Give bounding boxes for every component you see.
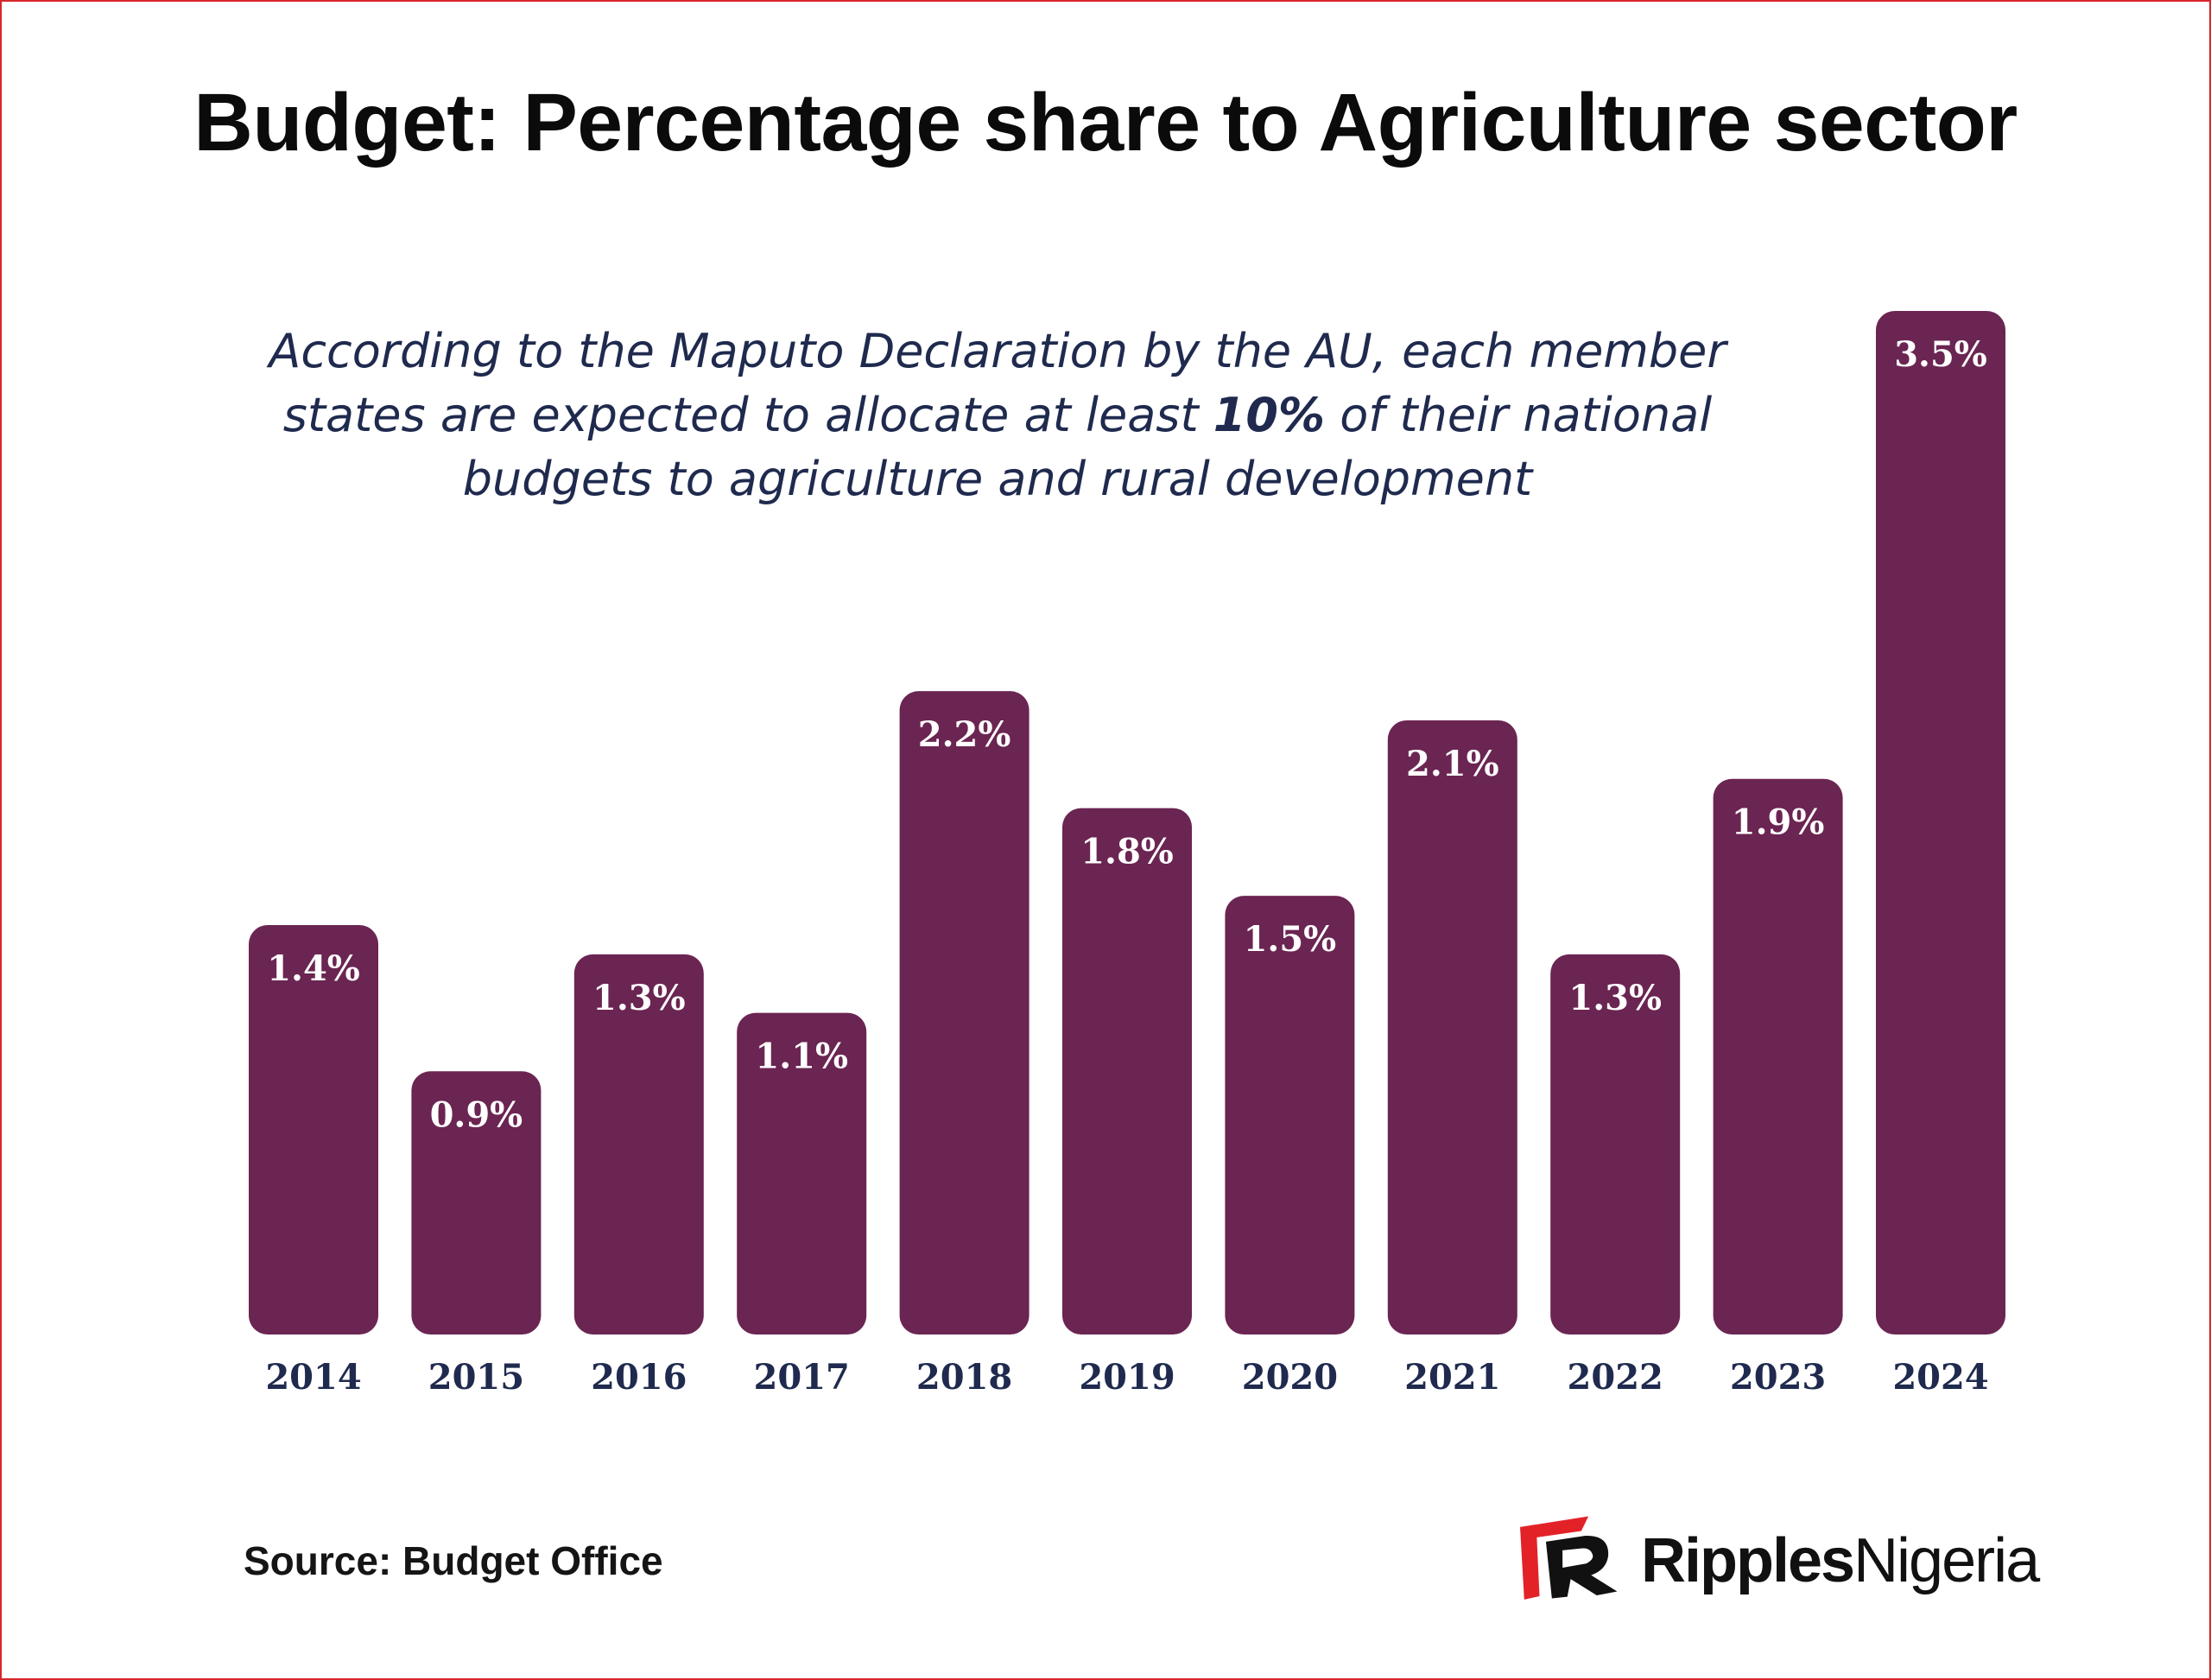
logo-red-shape	[1520, 1516, 1589, 1600]
bar-2018	[899, 691, 1029, 1334]
bar-2016	[573, 954, 704, 1334]
bar-value-label: 1.1%	[755, 1037, 848, 1077]
bar-value-label: 1.3%	[592, 978, 686, 1018]
bar-value-label: 0.9%	[430, 1094, 523, 1135]
x-tick-label: 2016	[591, 1357, 687, 1398]
maputo-annotation: According to the Maputo Declaration by t…	[199, 320, 1796, 511]
bar-2020	[1225, 896, 1355, 1334]
bar-value-label: 1.4%	[267, 948, 360, 989]
bar-value-label: 1.3%	[1568, 978, 1662, 1018]
ripples-nigeria-logo: RipplesNigeria	[1510, 1510, 2080, 1605]
bar-2022	[1550, 954, 1681, 1334]
brand-name-regular: Nigeria	[1853, 1526, 2040, 1595]
annotation-text-after: of their national budgets to agriculture…	[462, 388, 1713, 506]
bar-2019	[1062, 808, 1192, 1334]
x-tick-label: 2022	[1568, 1357, 1663, 1398]
bar-2024	[1876, 311, 2005, 1334]
x-tick-label: 2023	[1730, 1357, 1826, 1398]
bar-value-label: 3.5%	[1894, 334, 1987, 375]
bar-2023	[1713, 778, 1843, 1334]
bar-2015	[411, 1071, 542, 1334]
brand-name-bold: Ripples	[1641, 1526, 1855, 1595]
bar-value-label: 1.8%	[1080, 832, 1174, 872]
bar-2021	[1387, 720, 1517, 1334]
x-tick-label: 2015	[428, 1357, 524, 1398]
brand-wordmark: RipplesNigeria	[1641, 1525, 2040, 1596]
x-tick-label: 2017	[754, 1357, 850, 1398]
annotation-highlight: 10%	[1213, 388, 1326, 442]
bar-2014	[249, 925, 378, 1334]
annotation-text-before: According to the Maputo Declaration by t…	[269, 324, 1726, 442]
x-tick-label: 2014	[265, 1357, 361, 1398]
x-tick-label: 2024	[1892, 1357, 1988, 1398]
bar-value-label: 1.9%	[1732, 802, 1825, 843]
source-note: Source: Budget Office	[244, 1538, 663, 1583]
logo-black-shape	[1545, 1536, 1618, 1599]
bar-value-label: 2.1%	[1406, 744, 1499, 784]
x-tick-label: 2021	[1404, 1357, 1500, 1398]
x-tick-label: 2020	[1242, 1357, 1338, 1398]
chart-title: Budget: Percentage share to Agriculture …	[193, 77, 2018, 168]
ripples-logo-icon	[1520, 1516, 1618, 1600]
bar-2017	[737, 1012, 867, 1334]
x-tick-label: 2019	[1079, 1357, 1175, 1398]
bar-value-label: 1.5%	[1244, 919, 1337, 960]
x-tick-label: 2018	[916, 1357, 1012, 1398]
bar-value-label: 2.2%	[918, 714, 1011, 755]
